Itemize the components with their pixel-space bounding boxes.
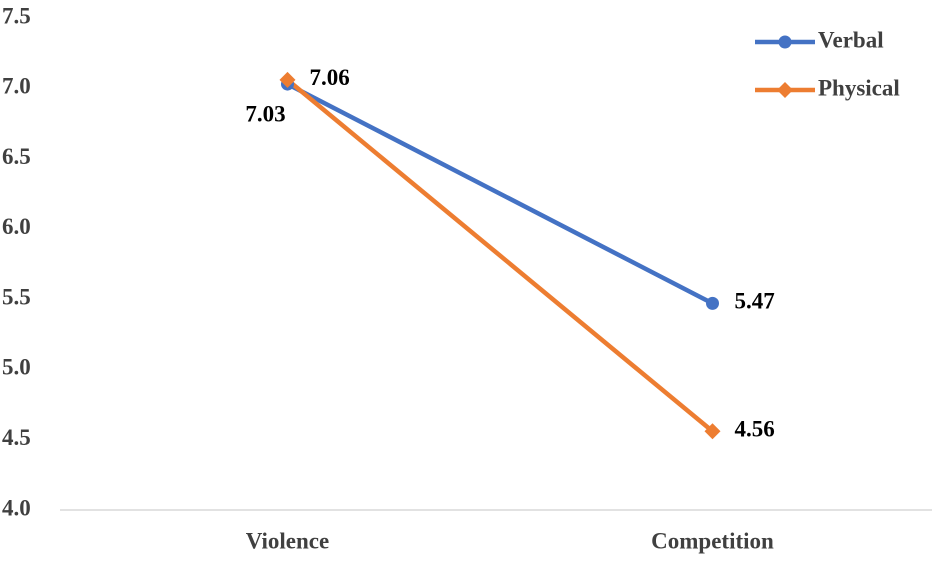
data-label: 7.03: [245, 101, 285, 126]
data-label: 5.47: [735, 289, 775, 314]
y-tick-label: 4.0: [2, 495, 31, 520]
y-tick-label: 5.5: [2, 284, 31, 309]
legend-label: Physical: [818, 75, 900, 100]
legend-label: Verbal: [818, 27, 884, 52]
series-line: [286, 78, 714, 434]
x-tick-label: Violence: [246, 528, 329, 553]
legend-marker: [777, 82, 793, 98]
y-tick-label: 4.5: [2, 425, 31, 450]
data-point: [706, 296, 719, 310]
series-line: [286, 82, 714, 306]
x-tick-label: Competition: [651, 528, 774, 553]
y-tick-label: 7.5: [2, 3, 31, 28]
data-point: [704, 423, 721, 440]
data-label: 4.56: [735, 417, 775, 442]
y-tick-label: 5.0: [2, 355, 31, 380]
y-tick-label: 6.5: [2, 144, 31, 169]
data-point: [279, 71, 296, 88]
legend-marker: [778, 35, 792, 49]
data-label: 7.06: [310, 65, 350, 90]
y-tick-label: 7.0: [2, 74, 31, 99]
y-tick-label: 6.0: [2, 214, 31, 239]
